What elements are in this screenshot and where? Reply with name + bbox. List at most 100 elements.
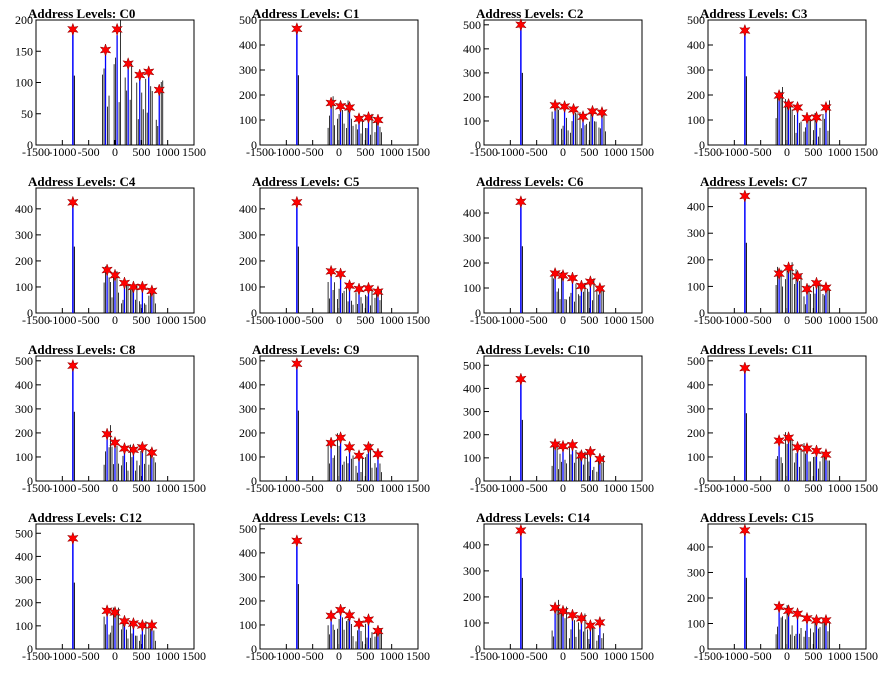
y-tick-label: 0: [475, 306, 481, 320]
peak-marker: [782, 603, 795, 618]
x-tick-label: -1000: [496, 649, 524, 663]
x-tick-label: 1000: [604, 481, 628, 495]
x-tick-label: -1000: [48, 145, 76, 159]
x-tick-label: 0: [560, 145, 566, 159]
chart-title: Address Levels: C11: [700, 342, 813, 357]
y-tick-label: 300: [15, 573, 33, 587]
x-tick-label: -500: [78, 481, 100, 495]
y-tick-label: 300: [463, 405, 481, 419]
chart-title: Address Levels: C2: [476, 6, 583, 21]
chart-panel: Address Levels: C15 0 100 200 300 400 -1500-10…: [687, 510, 878, 663]
x-tick-label: 500: [132, 649, 150, 663]
y-tick-label: 400: [687, 378, 705, 392]
peak-marker: [773, 266, 785, 281]
peak-marker: [586, 104, 599, 119]
x-tick-label: -1000: [272, 649, 300, 663]
x-tick-label: 500: [356, 145, 374, 159]
x-tick-label: 1000: [156, 481, 180, 495]
x-tick-label: 0: [112, 481, 118, 495]
x-tick-label: 0: [784, 649, 790, 663]
x-tick-label: -500: [526, 145, 548, 159]
chart-panel: Address Levels: C5 0 100 200 300 400 -1500-100…: [239, 174, 430, 327]
x-tick-label: -1500: [22, 313, 50, 327]
peak-marker: [343, 278, 356, 293]
peak-marker: [584, 445, 597, 459]
x-tick-label: 1000: [828, 649, 852, 663]
y-tick-label: 100: [463, 281, 481, 295]
y-tick-label: 500: [463, 358, 481, 372]
chart-panel: Address Levels: C30100200300400500-1500-…: [687, 6, 878, 159]
x-tick-label: 500: [580, 145, 598, 159]
x-tick-label: 1500: [182, 481, 206, 495]
peak-marker: [810, 613, 823, 628]
x-tick-label: -1500: [470, 313, 498, 327]
peak-marker: [782, 430, 795, 445]
y-tick-label: 300: [463, 66, 481, 80]
y-tick-label: 300: [687, 565, 705, 579]
chart-title: Address Levels: C12: [28, 510, 142, 525]
x-tick-label: 1500: [182, 313, 206, 327]
y-tick-label: 400: [463, 206, 481, 220]
y-tick-label: 0: [475, 642, 481, 656]
peak-marker: [334, 603, 347, 617]
peak-marker: [566, 271, 579, 285]
peak-marker: [594, 615, 606, 630]
x-tick-label: 500: [804, 481, 822, 495]
x-tick-label: 500: [132, 145, 150, 159]
y-tick-label: 100: [687, 450, 705, 464]
y-tick-label: 0: [699, 138, 705, 152]
chart-panel: Address Levels: C13 0 100 200 300 400 500 -1500…: [239, 510, 430, 663]
peak-marker: [362, 281, 375, 296]
y-tick-label: 50: [21, 107, 33, 121]
x-tick-label: -1500: [694, 649, 722, 663]
y-tick-label: 200: [15, 426, 33, 440]
x-tick-label: -1000: [496, 481, 524, 495]
peak-marker: [372, 624, 384, 638]
x-tick-label: -500: [750, 313, 772, 327]
x-tick-label: 1000: [380, 649, 404, 663]
y-tick-label: 200: [687, 426, 705, 440]
peak-marker: [67, 358, 79, 373]
x-tick-label: 0: [560, 649, 566, 663]
x-tick-label: 0: [784, 145, 790, 159]
peak-marker: [362, 440, 375, 455]
y-tick-label: 200: [239, 88, 257, 102]
x-tick-label: -1500: [246, 313, 274, 327]
y-tick-label: 200: [239, 426, 257, 440]
x-tick-label: -500: [526, 481, 548, 495]
peak-marker: [67, 22, 79, 37]
y-tick-label: 300: [239, 402, 257, 416]
y-tick-label: 200: [687, 88, 705, 102]
y-tick-label: 300: [239, 570, 257, 584]
y-tick-label: 200: [463, 590, 481, 604]
peak-marker: [594, 281, 606, 296]
x-tick-label: 0: [336, 649, 342, 663]
plot-frame: [35, 19, 195, 146]
x-tick-label: 1500: [182, 145, 206, 159]
chart-title: Address Levels: C8: [28, 342, 136, 357]
x-tick-label: -500: [526, 313, 548, 327]
x-tick-label: 1000: [828, 145, 852, 159]
y-tick-label: 100: [463, 451, 481, 465]
y-tick-label: 0: [475, 474, 481, 488]
x-tick-label: 1000: [380, 145, 404, 159]
x-tick-label: 1000: [380, 481, 404, 495]
peak-marker: [101, 263, 113, 277]
peak-marker: [773, 433, 785, 448]
peak-marker: [291, 195, 303, 210]
x-tick-label: 1500: [630, 649, 654, 663]
y-tick-label: 100: [15, 450, 33, 464]
x-tick-label: 500: [580, 313, 598, 327]
y-tick-label: 200: [15, 596, 33, 610]
peak-marker: [820, 280, 832, 295]
y-tick-label: 400: [463, 42, 481, 56]
x-tick-label: -500: [78, 145, 100, 159]
chart-panel: Address Levels: C80100200300400500-1500-…: [15, 342, 206, 495]
peak-marker: [362, 110, 375, 125]
peak-marker: [67, 195, 79, 210]
x-tick-label: -1000: [496, 145, 524, 159]
peak-marker: [291, 356, 303, 371]
x-tick-label: 1500: [630, 481, 654, 495]
